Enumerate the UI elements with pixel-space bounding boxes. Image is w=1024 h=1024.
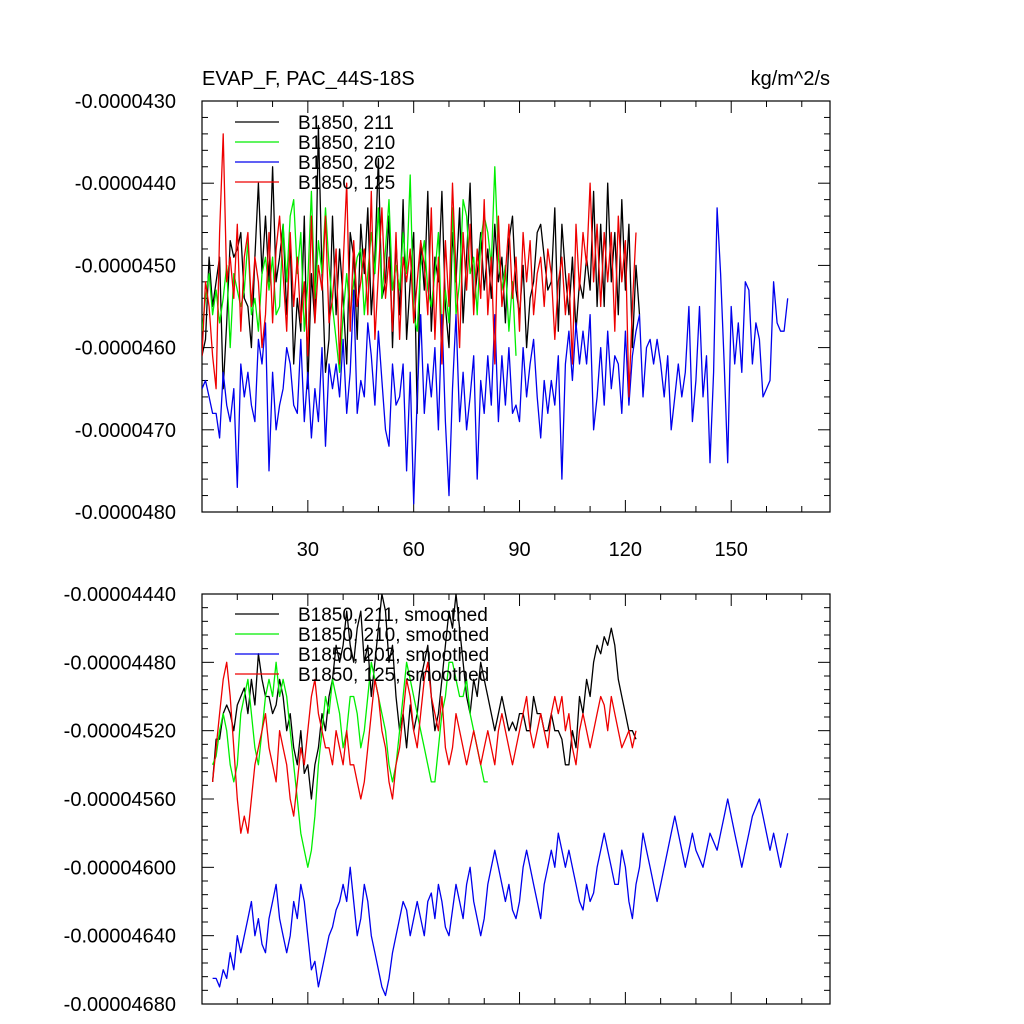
bottom-panel: -0.00004440 -0.00004480 -0.00004520 -0.0000… — [64, 584, 831, 1016]
x-tick-label: 60 — [403, 539, 425, 561]
x-tick-label: 30 — [297, 539, 319, 561]
units-label: kg/m^2/s — [751, 68, 830, 90]
series-line — [202, 166, 517, 373]
series-line — [212, 798, 789, 997]
y-tick-label: -0.00004440 — [64, 584, 176, 606]
top-panel: -0.0000430 -0.0000440 -0.0000450 -0.0000460… — [75, 68, 831, 561]
series-group — [211, 594, 789, 997]
legend-label: B1850, 210, smoothed — [298, 625, 489, 646]
x-tick-label: 120 — [609, 539, 642, 561]
y-tick-label: -0.0000440 — [75, 173, 176, 195]
y-tick-label: -0.00004640 — [64, 926, 176, 948]
legend-label: B1850, 125 — [298, 173, 395, 194]
series-line — [202, 207, 789, 505]
x-tick-label: 90 — [508, 539, 530, 561]
legend-label: B1850, 211, smoothed — [298, 605, 488, 626]
legend-label: B1850, 202, smoothed — [298, 645, 489, 666]
legend-label: B1850, 210 — [298, 133, 395, 154]
x-tick-label: 150 — [715, 539, 748, 561]
series-line — [211, 594, 637, 800]
y-tick-label: -0.00004520 — [64, 721, 176, 743]
legend-label: B1850, 202 — [298, 153, 395, 174]
series-line — [211, 661, 637, 834]
series-line — [202, 133, 637, 398]
y-tick-label: -0.00004480 — [64, 652, 176, 674]
y-tick-label: -0.00004560 — [64, 789, 176, 811]
y-tick-label: -0.00004680 — [64, 994, 176, 1016]
y-tick-label: -0.0000470 — [75, 420, 176, 442]
y-tick-label: -0.0000430 — [75, 91, 176, 113]
plot-frame — [201, 593, 831, 1005]
plot-frame — [201, 100, 831, 513]
y-tick-label: -0.0000480 — [75, 502, 176, 524]
series-line — [211, 661, 488, 868]
y-tick-label: -0.00004600 — [64, 857, 176, 879]
legend-label: B1850, 125, smoothed — [298, 665, 489, 686]
y-tick-label: -0.0000450 — [75, 255, 176, 277]
legend-label: B1850, 211 — [298, 113, 394, 134]
y-tick-label: -0.0000460 — [75, 338, 176, 360]
series-group — [202, 125, 789, 505]
chart-title: EVAP_F, PAC_44S-18S — [202, 68, 415, 90]
